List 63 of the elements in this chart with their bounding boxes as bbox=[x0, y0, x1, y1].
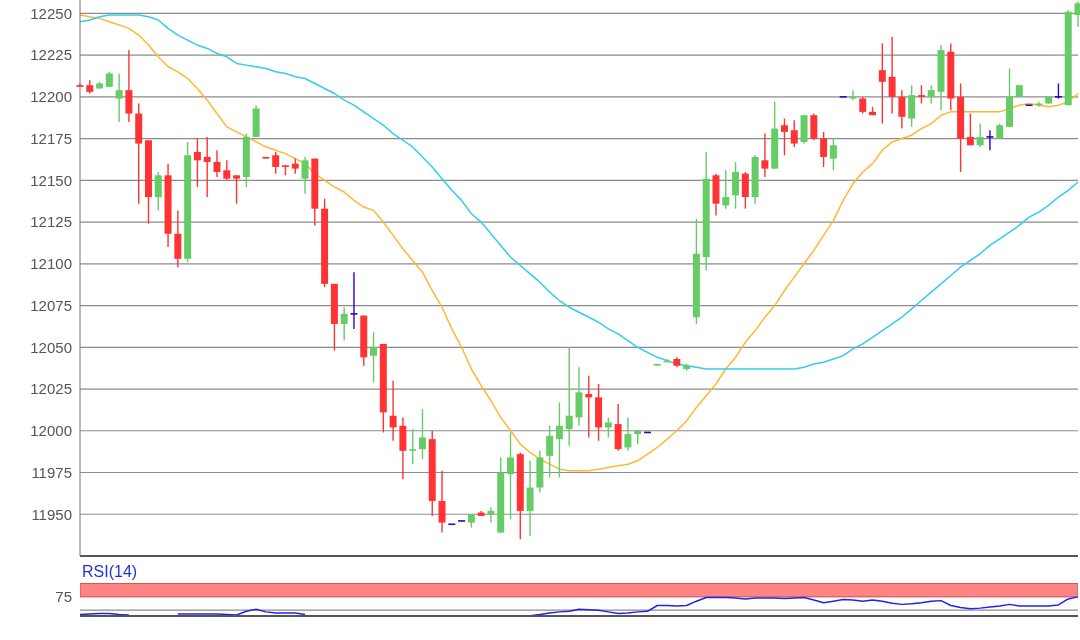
candlestick bbox=[790, 119, 798, 148]
candlestick bbox=[966, 112, 974, 146]
candlestick bbox=[908, 84, 916, 128]
candlestick bbox=[546, 425, 554, 479]
candlestick bbox=[820, 131, 828, 168]
candlestick bbox=[741, 171, 749, 210]
y-tick-label: 12250 bbox=[30, 4, 72, 22]
candlestick bbox=[154, 171, 162, 212]
y-tick-label: 11975 bbox=[31, 463, 72, 481]
chart-title: RSI(14) bbox=[82, 563, 138, 581]
y-tick-label: 12175 bbox=[30, 129, 72, 147]
candlestick bbox=[418, 408, 426, 460]
candlestick bbox=[340, 306, 348, 342]
candlestick bbox=[927, 84, 935, 105]
candlestick bbox=[585, 374, 593, 439]
y-tick-label: 12075 bbox=[30, 296, 72, 314]
candlestick bbox=[829, 137, 837, 172]
candlestick bbox=[732, 161, 740, 210]
candlestick bbox=[898, 89, 906, 130]
candlestick bbox=[780, 117, 788, 156]
candlestick bbox=[761, 132, 769, 178]
candlestick bbox=[193, 137, 201, 188]
candlestick bbox=[301, 156, 309, 195]
candlestick bbox=[409, 428, 417, 465]
y-tick-label: 12050 bbox=[30, 338, 72, 356]
candlestick bbox=[438, 470, 446, 534]
candlestick bbox=[565, 346, 573, 447]
candlestick bbox=[203, 136, 211, 198]
y-tick-label: 12150 bbox=[30, 171, 72, 189]
text: 75 bbox=[55, 587, 72, 606]
candlestick bbox=[487, 506, 495, 524]
candlestick bbox=[917, 84, 925, 105]
candlestick bbox=[507, 431, 514, 520]
candlestick bbox=[604, 416, 612, 439]
candlestick bbox=[976, 122, 984, 148]
candlestick bbox=[849, 89, 857, 101]
y-tick-label: 11950 bbox=[31, 505, 72, 523]
candlestick bbox=[555, 401, 563, 479]
y-tick-label: 12025 bbox=[30, 380, 72, 398]
candlestick bbox=[213, 149, 221, 178]
y-tick-label: 12225 bbox=[30, 46, 72, 64]
line-series bbox=[79, 14, 1079, 472]
candlestick bbox=[986, 129, 994, 151]
candlestick bbox=[526, 460, 534, 537]
candlestick bbox=[233, 174, 241, 205]
candlestick bbox=[272, 151, 280, 175]
candlestick bbox=[722, 169, 730, 210]
line-series bbox=[79, 14, 1079, 370]
candlestick bbox=[888, 36, 896, 115]
candlestick bbox=[878, 42, 886, 125]
y-tick-label: 12100 bbox=[30, 255, 72, 273]
candlestick bbox=[389, 379, 397, 442]
candlestick bbox=[1074, 0, 1080, 28]
candlestick bbox=[370, 331, 378, 384]
candlestick bbox=[810, 112, 818, 141]
candlestick bbox=[115, 72, 123, 123]
candlestick bbox=[223, 159, 231, 182]
candlestick bbox=[125, 49, 133, 123]
y-tick-label: 12200 bbox=[30, 88, 72, 106]
candlestick bbox=[350, 271, 358, 330]
y-tick-label: 12125 bbox=[30, 213, 72, 231]
y-tick-label: 12000 bbox=[30, 422, 72, 440]
candlestick bbox=[624, 416, 632, 452]
